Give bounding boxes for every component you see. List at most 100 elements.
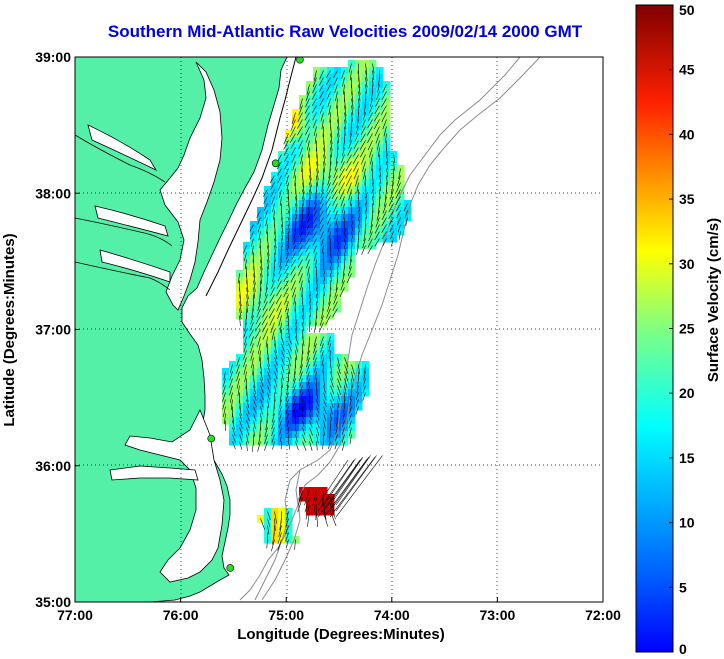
velocity-cell — [383, 102, 391, 110]
velocity-cell — [362, 389, 370, 397]
velocity-vector — [330, 392, 335, 402]
velocity-vector — [397, 224, 401, 233]
velocity-vector — [309, 175, 312, 187]
velocity-vector — [328, 294, 331, 305]
velocity-vector — [232, 441, 236, 450]
velocity-vector — [279, 196, 282, 206]
velocity-vector — [381, 105, 387, 115]
velocity-vector — [360, 147, 366, 158]
x-tick-label: 76:00 — [163, 607, 199, 623]
velocity-cell — [306, 487, 314, 495]
velocity-vector — [275, 294, 282, 304]
velocity-cell — [348, 263, 356, 271]
velocity-vector — [302, 196, 305, 206]
velocity-vector — [305, 245, 310, 253]
velocity-cell — [362, 144, 370, 152]
velocity-vector — [334, 84, 338, 94]
velocity-vector — [319, 105, 324, 114]
velocity-cell — [271, 172, 279, 180]
colorbar-tick-label: 20 — [679, 385, 695, 401]
velocity-cell — [369, 228, 377, 236]
velocity-vector — [290, 259, 296, 268]
velocity-vector — [344, 371, 349, 382]
velocity-cell — [320, 95, 328, 103]
velocity-vector — [363, 105, 366, 114]
velocity-vector — [358, 91, 361, 102]
velocity-vector — [283, 280, 289, 290]
velocity-cell — [327, 67, 335, 75]
velocity-vector — [309, 427, 313, 436]
velocity-vector — [295, 189, 298, 201]
velocity-vector — [229, 378, 233, 388]
velocity-cell — [376, 130, 384, 138]
velocity-vector — [239, 315, 241, 326]
velocity-vector — [367, 119, 373, 129]
velocity-cell — [376, 102, 384, 110]
velocity-vector — [267, 511, 271, 521]
velocity-vector — [279, 322, 282, 333]
velocity-vector — [320, 350, 324, 360]
velocity-vector — [281, 238, 283, 248]
velocity-vector — [229, 385, 233, 396]
velocity-vector — [328, 231, 331, 239]
velocity-cell — [313, 116, 321, 124]
velocity-vector — [323, 511, 328, 527]
velocity-vector — [291, 280, 296, 291]
velocity-vector — [322, 441, 324, 450]
velocity-vector — [259, 427, 261, 438]
velocity-vector — [333, 70, 338, 78]
velocity-vector — [388, 210, 394, 219]
velocity-cell — [306, 109, 314, 117]
velocity-vector — [250, 315, 254, 325]
velocity-vector — [246, 301, 248, 313]
velocity-vector — [285, 175, 289, 185]
velocity-vector — [302, 329, 304, 339]
velocity-vector — [327, 336, 331, 346]
velocity-vector — [286, 245, 289, 253]
velocity-vector — [238, 273, 240, 284]
velocity-cell — [369, 242, 377, 250]
velocity-vector — [257, 441, 261, 452]
velocity-vector — [246, 413, 250, 422]
velocity-vector — [260, 280, 262, 291]
velocity-cell — [341, 200, 349, 208]
velocity-cell — [271, 291, 279, 299]
velocity-vector — [369, 105, 373, 114]
velocity-cell — [383, 207, 391, 215]
velocity-vector — [354, 133, 359, 142]
velocity-vector — [365, 210, 367, 219]
velocity-vector — [263, 203, 268, 211]
map-title: Southern Mid-Atlantic Raw Velocities 200… — [107, 22, 583, 41]
velocity-cell — [299, 270, 307, 278]
velocity-cell — [320, 235, 328, 243]
velocity-vector — [330, 497, 335, 513]
velocity-vector — [344, 252, 346, 261]
velocity-cell — [299, 249, 307, 257]
velocity-cell — [397, 214, 405, 222]
velocity-vector — [281, 224, 284, 234]
velocity-cell — [299, 382, 307, 390]
velocity-cell — [334, 74, 342, 82]
velocity-vector — [340, 196, 345, 207]
velocity-vector — [330, 511, 337, 527]
velocity-cell — [341, 277, 349, 285]
velocity-cell — [313, 361, 321, 369]
velocity-vector — [272, 532, 275, 545]
velocity-cell — [313, 95, 321, 103]
velocity-vector — [333, 203, 338, 213]
velocity-vector — [331, 189, 338, 199]
velocity-vector — [267, 378, 271, 387]
velocity-cell — [306, 361, 314, 369]
velocity-cell — [348, 144, 356, 152]
velocity-cell — [285, 151, 293, 159]
velocity-cell — [229, 375, 237, 383]
velocity-vector — [288, 364, 290, 375]
velocity-vector — [342, 266, 345, 276]
velocity-vector — [307, 378, 310, 387]
velocity-vector — [259, 238, 261, 249]
velocity-vector — [358, 224, 360, 233]
velocity-cell — [306, 242, 314, 250]
velocity-vector — [250, 238, 254, 247]
velocity-vector — [335, 154, 338, 164]
velocity-vector — [306, 364, 310, 374]
